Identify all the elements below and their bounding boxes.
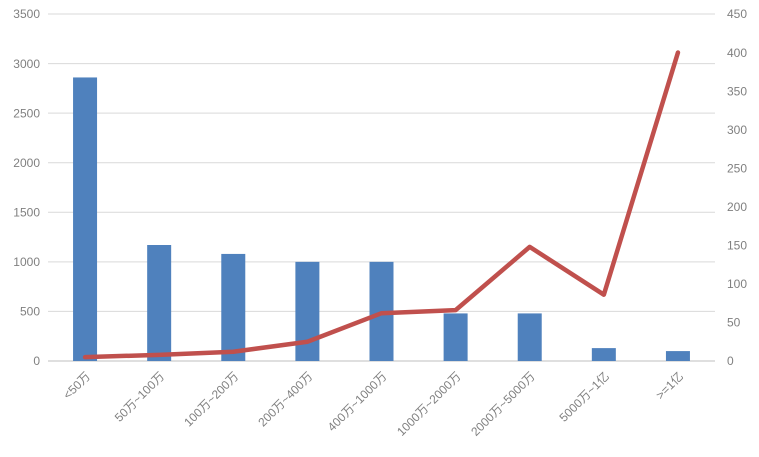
- left-axis-tick-label: 1500: [13, 205, 40, 219]
- right-axis-tick-label: 300: [727, 123, 747, 137]
- category-label: 5000万~1亿: [556, 369, 612, 425]
- bar: [443, 313, 468, 361]
- line-series-group: [82, 50, 681, 360]
- right-axis-tick-label: 0: [727, 354, 734, 368]
- right-axis-tick-label: 150: [727, 239, 747, 253]
- right-axis-tick-label: 50: [727, 316, 741, 330]
- bar-series-group: [73, 77, 690, 362]
- right-axis-tick-label: 250: [727, 161, 747, 175]
- left-axis-tick-label: 2000: [13, 156, 40, 170]
- right-axis-tick-label: 350: [727, 84, 747, 98]
- left-axis-tick-label: 3500: [13, 7, 40, 21]
- category-label: 50万~100万: [112, 369, 167, 424]
- bar: [517, 313, 542, 361]
- trend-line: [82, 50, 681, 360]
- right-axis-tick-label: 400: [727, 46, 747, 60]
- right-axis-tick-label: 100: [727, 277, 747, 291]
- left-axis-tick-label: 3000: [13, 57, 40, 71]
- axis-labels-group: 0 500 1000 1500 2000 2500 3000 3500 0 50 100 150 200…: [13, 7, 747, 439]
- right-axis-tick-label: 200: [727, 200, 747, 214]
- right-axis-tick-label: 450: [727, 7, 747, 21]
- category-label: 400万~1000万: [325, 369, 390, 434]
- category-label: 100万~200万: [181, 369, 241, 429]
- left-axis-tick-label: 500: [20, 305, 40, 319]
- left-axis-tick-label: 1000: [13, 255, 40, 269]
- category-label: >=1亿: [652, 369, 686, 403]
- category-label: 200万~400万: [255, 369, 315, 429]
- category-label: 1000万~2000万: [394, 369, 464, 439]
- left-axis-tick-label: 0: [33, 354, 40, 368]
- bar: [665, 351, 690, 361]
- bar: [73, 77, 98, 362]
- category-label: <50万: [60, 369, 93, 402]
- category-label: 2000万~5000万: [468, 369, 538, 439]
- bar: [147, 245, 172, 361]
- bar: [591, 348, 616, 361]
- bar: [221, 253, 246, 361]
- left-axis-tick-label: 2500: [13, 106, 40, 120]
- bar: [295, 261, 320, 361]
